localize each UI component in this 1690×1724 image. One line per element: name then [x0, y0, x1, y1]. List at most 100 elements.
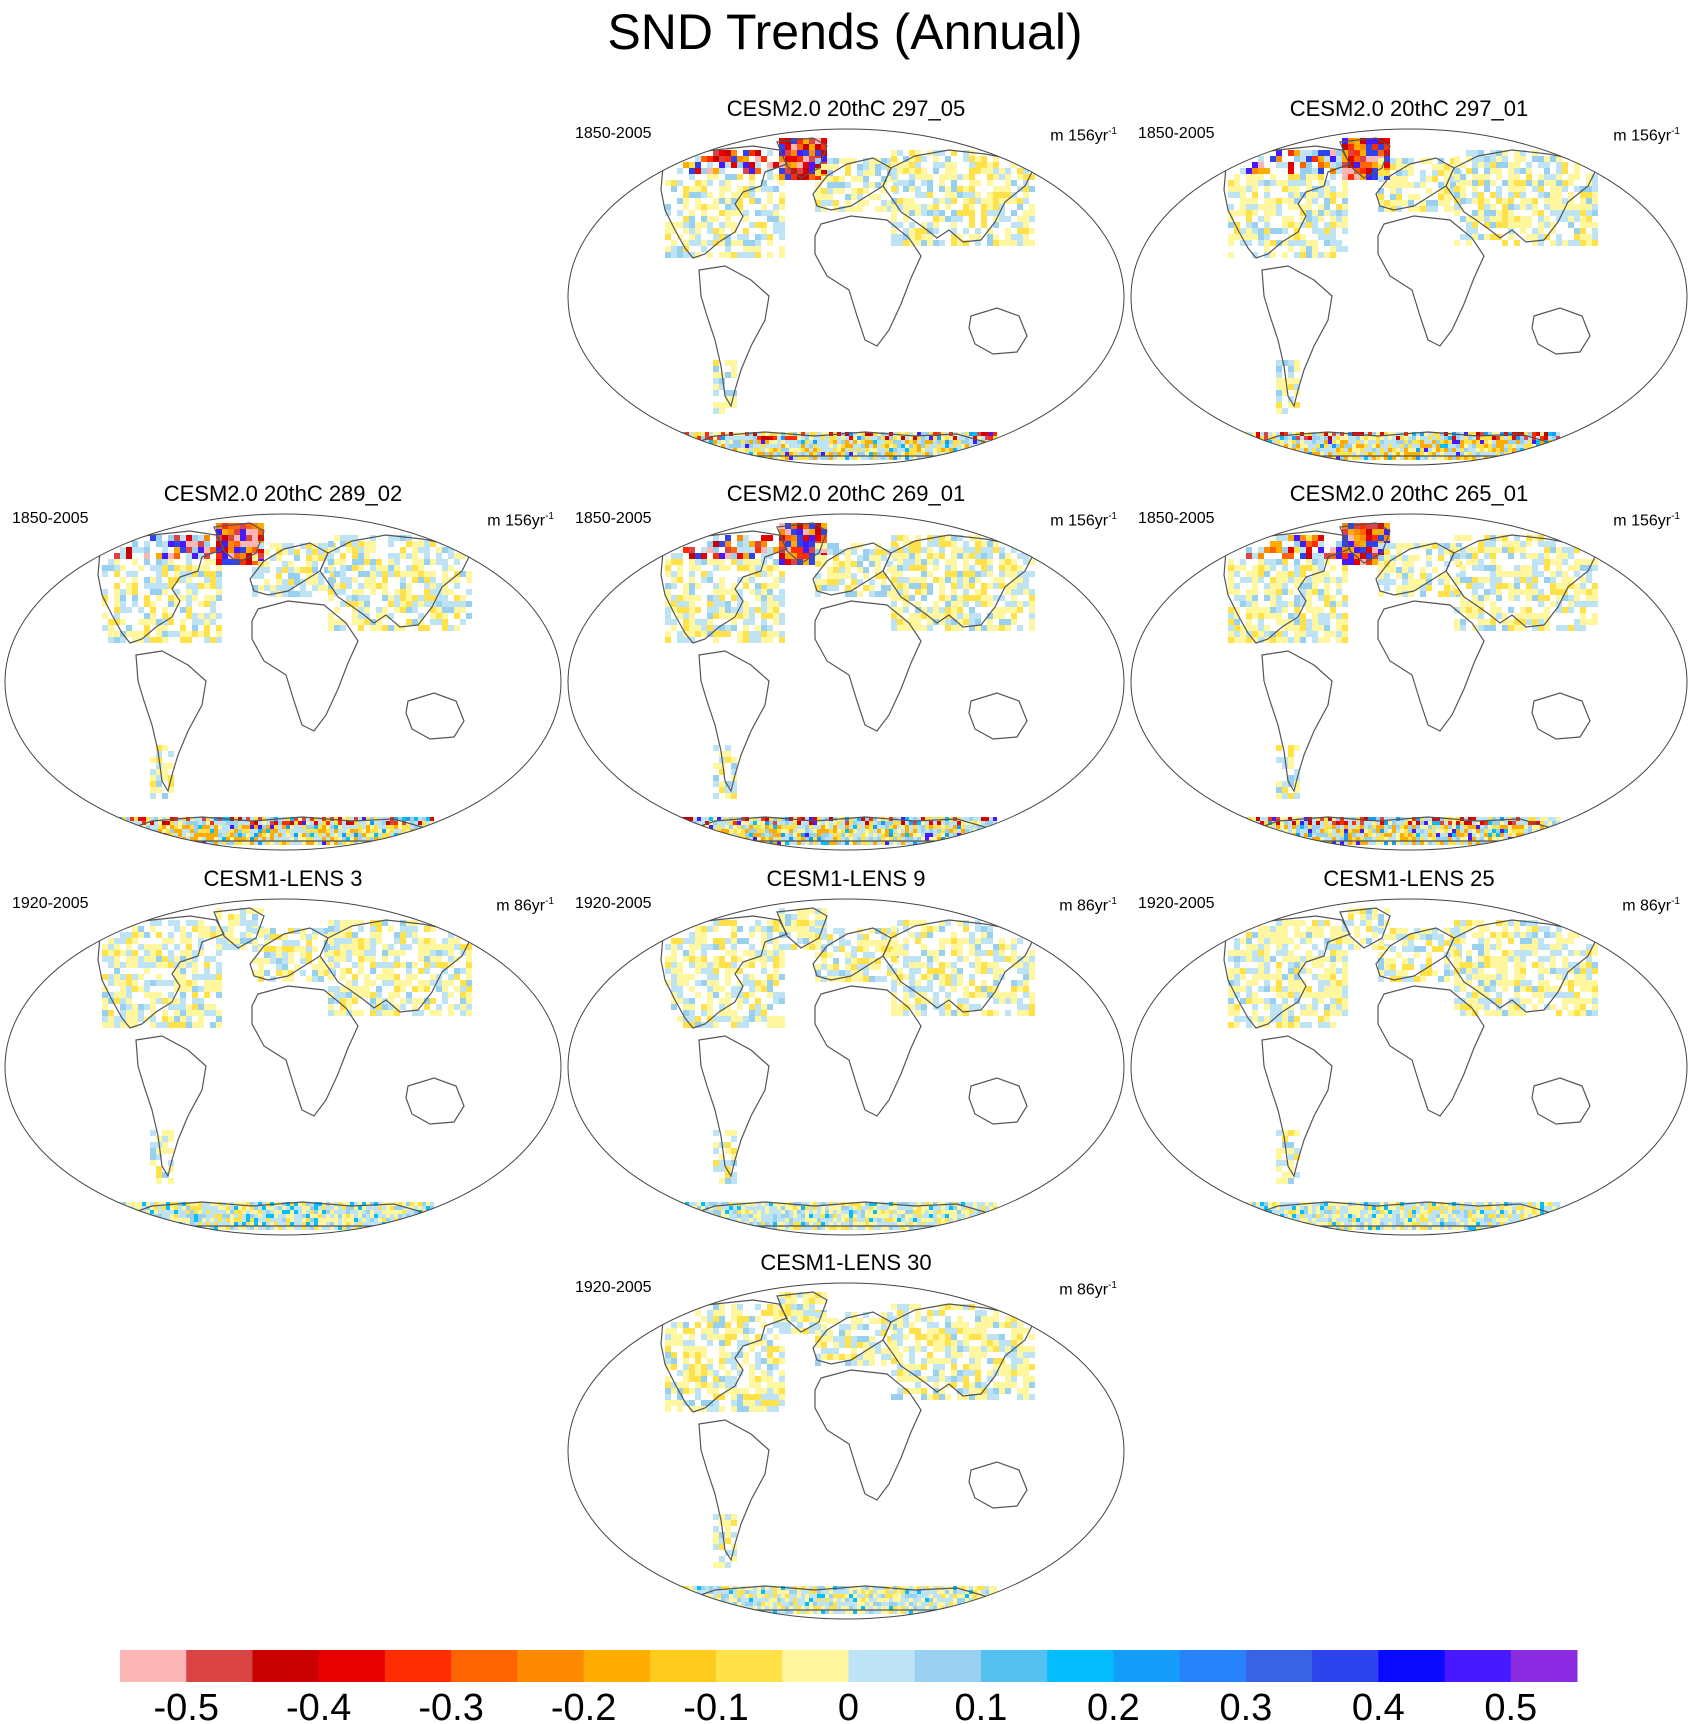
field-cell [987, 565, 993, 571]
field-cell [953, 837, 957, 841]
field-cell [945, 444, 949, 448]
field-cell [927, 174, 933, 180]
field-cell [853, 821, 857, 825]
field-cell [1294, 619, 1300, 625]
field-cell [412, 559, 418, 565]
field-cell [1342, 553, 1348, 559]
field-cell [1234, 186, 1240, 192]
field-cell [342, 833, 346, 837]
field-cell [1396, 158, 1402, 164]
field-cell [741, 444, 745, 448]
field-cell [322, 825, 326, 829]
field-cell [1318, 589, 1324, 595]
field-cell [677, 601, 683, 607]
field-cell [198, 833, 202, 837]
field-cell [785, 436, 789, 440]
field-cell [1300, 613, 1306, 619]
field-cell [1228, 607, 1234, 613]
field-cell [701, 559, 707, 565]
field-cell [1420, 182, 1426, 188]
field-cell [809, 837, 813, 841]
field-cell [903, 601, 909, 607]
field-cell [378, 821, 382, 825]
field-cell [1276, 156, 1282, 162]
field-cell [1390, 567, 1396, 573]
field-cell [797, 833, 801, 837]
field-cell [1294, 156, 1300, 162]
field-cell [168, 751, 174, 757]
field-cell [749, 619, 755, 625]
field-cell [1372, 529, 1378, 535]
field-cell [1544, 432, 1548, 436]
field-cell [677, 577, 683, 583]
field-cell [1390, 164, 1396, 170]
field-cell [793, 841, 797, 845]
field-cell [1360, 432, 1364, 436]
field-cell [761, 625, 767, 631]
field-cell [797, 553, 803, 559]
field-cell [683, 222, 689, 228]
field-cell [1450, 206, 1456, 212]
field-cell [254, 833, 258, 837]
field-cell [258, 547, 264, 553]
field-cell [743, 631, 749, 637]
field-cell [1472, 168, 1478, 174]
field-cell [310, 825, 314, 829]
field-cell [424, 625, 430, 631]
field-cell [987, 240, 993, 246]
field-cell [665, 571, 671, 577]
field-cell [677, 553, 683, 559]
field-cell [705, 821, 709, 825]
field-cell [406, 565, 412, 571]
field-cell [1550, 210, 1556, 216]
field-cell [1240, 204, 1246, 210]
field-cell [400, 595, 406, 601]
field-cell [1404, 456, 1408, 460]
field-cell [1282, 553, 1288, 559]
field-cell [162, 637, 168, 643]
field-cell [707, 156, 713, 162]
field-cell [1396, 456, 1400, 460]
field-cell [1412, 444, 1416, 448]
field-cell [1500, 444, 1504, 448]
field-cell [993, 547, 999, 553]
field-cell [875, 206, 881, 212]
field-cell [1318, 613, 1324, 619]
field-cell [1420, 176, 1426, 182]
field-cell [334, 821, 338, 825]
field-cell [1288, 432, 1292, 436]
field-cell [731, 210, 737, 216]
field-cell [1392, 440, 1396, 444]
field-cell [933, 440, 937, 444]
field-cell [1280, 436, 1284, 440]
field-cell [282, 829, 286, 833]
field-cell [813, 841, 817, 845]
field-cell [683, 240, 689, 246]
field-cell [861, 432, 865, 436]
field-cell [1348, 535, 1354, 541]
field-cell [993, 613, 999, 619]
field-cell [1342, 601, 1348, 607]
field-cell [1556, 198, 1562, 204]
field-cell [777, 829, 781, 833]
field-cell [186, 559, 192, 565]
field-cell [779, 204, 785, 210]
field-cell [999, 607, 1005, 613]
field-cell [953, 444, 957, 448]
field-cell [1562, 547, 1568, 553]
field-cell [929, 432, 933, 436]
field-cell [1502, 162, 1508, 168]
field-cell [1468, 456, 1472, 460]
field-cell [951, 186, 957, 192]
field-cell [857, 561, 863, 567]
field-cell [1340, 452, 1344, 456]
field-cell [1444, 456, 1448, 460]
field-cell [917, 821, 921, 825]
field-cell [1524, 444, 1528, 448]
coastline-af [814, 600, 922, 732]
field-cell [785, 440, 789, 444]
field-cell [1466, 216, 1472, 222]
field-cell [162, 817, 166, 821]
field-cell [849, 436, 853, 440]
field-cell [801, 436, 805, 440]
